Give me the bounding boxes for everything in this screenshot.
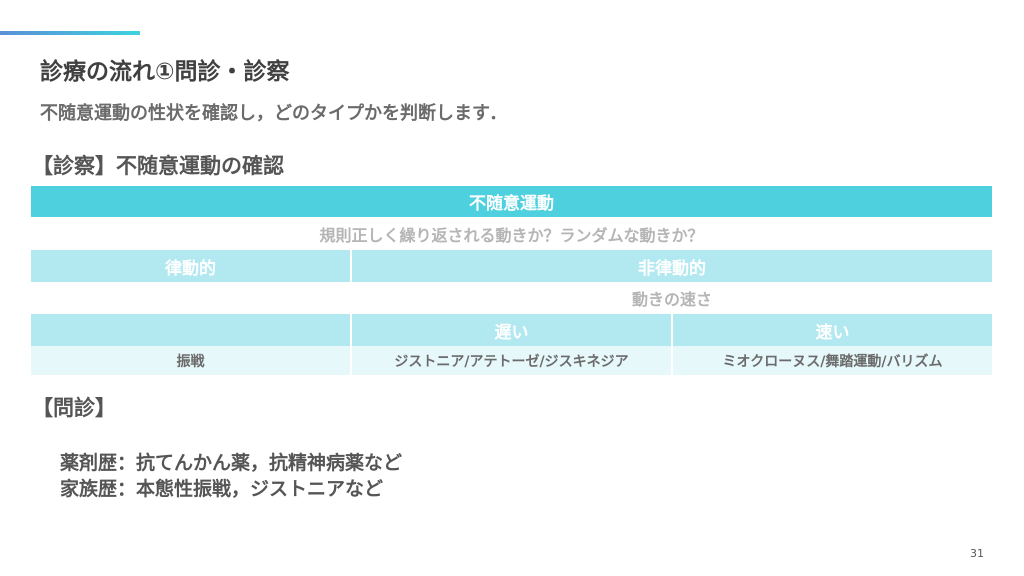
- movement-classification-table: 不随意運動 規則正しく繰り返される動きか？ランダムな動きか？ 律動的 非律動的 …: [31, 186, 992, 378]
- accent-bar: [0, 31, 140, 35]
- question-regularity: 規則正しく繰り返される動きか？ランダムな動きか？: [319, 226, 704, 245]
- drug-history: 薬剤歴：抗てんかん薬，抗精神病薬など: [60, 452, 403, 474]
- rhythmic-type: 振戦: [31, 346, 350, 375]
- question-speed: 動きの速さ: [631, 290, 712, 309]
- slow-types: ジストニア/アテトーゼ/ジスキネジア: [352, 346, 671, 375]
- exam-heading: 【診察】不随意運動の確認: [32, 154, 284, 178]
- slide-subtitle: 不随意運動の性状を確認し，どのタイプかを判断します．: [40, 103, 508, 124]
- empty-cell: [31, 314, 350, 346]
- interview-heading: 【問診】: [32, 396, 116, 420]
- slide-title: 診療の流れ①問診・診察: [40, 59, 290, 85]
- fast-types: ミオクローヌス/舞踏運動/バリズム: [673, 346, 992, 375]
- page-number: 31: [970, 547, 984, 560]
- table-header: 不随意運動: [31, 186, 992, 217]
- rhythmic-label: 律動的: [31, 250, 350, 282]
- nonrhythmic-label: 非律動的: [352, 250, 992, 282]
- empty-cell: [31, 282, 350, 314]
- family-history: 家族歴：本態性振戦，ジストニアなど: [60, 478, 384, 500]
- slow-label: 遅い: [352, 314, 671, 346]
- fast-label: 速い: [673, 314, 992, 346]
